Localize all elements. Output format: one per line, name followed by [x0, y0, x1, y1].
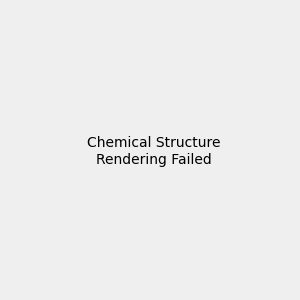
Text: Chemical Structure
Rendering Failed: Chemical Structure Rendering Failed — [87, 136, 220, 166]
